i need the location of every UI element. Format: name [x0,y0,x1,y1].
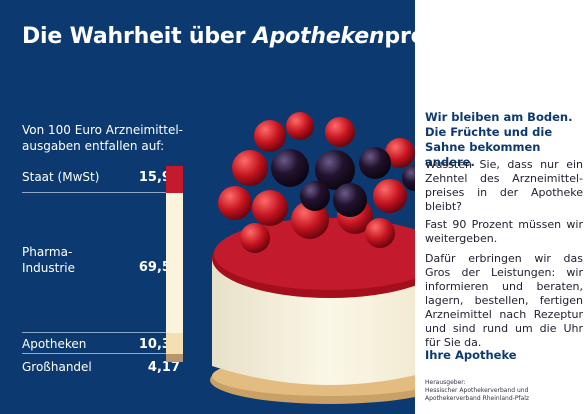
text-panel: Wir bleiben am Boden. Die Früchte und di… [415,0,587,414]
panel-paragraph-2: Fast 90 Prozent müssen wir weitergeben. [425,218,583,245]
intro-text: Von 100 Euro Arzneimittel-ausgaben entfa… [22,123,184,153]
row-label: Apotheken [22,337,87,351]
row-label: Staat (MwSt) [22,170,100,184]
panel-paragraph-3: Dafür erbringen wir das Gros der Leistun… [425,252,583,349]
publisher: Herausgeber: Hessischer Apothekerverband… [425,379,585,403]
publisher-label: Herausgeber: [425,379,466,386]
row-divider [22,192,180,193]
bar-segment-apotheken [166,333,183,354]
page-title: Die Wahrheit über Apothekenpreise [22,24,460,49]
row-label: Pharma-Industrie [22,245,75,275]
bar-segment-staat [166,166,183,193]
title-part-2: Apotheken [252,24,385,49]
title-part-1: Die Wahrheit über [22,24,253,49]
cheesecake-image [210,112,430,404]
row-divider [22,353,180,354]
share-bar [166,166,183,362]
row-label: Großhandel [22,360,92,374]
panel-paragraph-1: Wussten Sie, dass nur ein Zehntel des Ar… [425,158,583,213]
bar-segment-pharma [166,193,183,333]
signature: Ihre Apotheke [425,348,517,362]
publisher-line-2: Apothekerverband Rheinland-Pfalz [425,395,530,402]
panel-headline: Wir bleiben am Boden. Die Früchte und di… [425,110,573,169]
row-divider [22,332,180,333]
bar-segment-grosshandel [166,354,183,362]
publisher-line-1: Hessischer Apothekerverband und [425,387,529,394]
row-value: 4,17 [147,360,180,375]
